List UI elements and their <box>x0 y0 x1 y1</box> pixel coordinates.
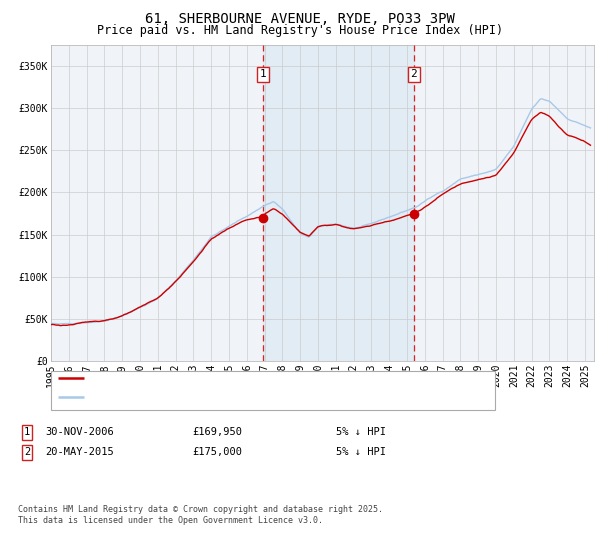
Text: £169,950: £169,950 <box>192 427 242 437</box>
Text: 5% ↓ HPI: 5% ↓ HPI <box>336 447 386 458</box>
Text: £175,000: £175,000 <box>192 447 242 458</box>
Text: HPI: Average price, semi-detached house, Isle of Wight: HPI: Average price, semi-detached house,… <box>88 392 406 402</box>
Text: Price paid vs. HM Land Registry's House Price Index (HPI): Price paid vs. HM Land Registry's House … <box>97 24 503 36</box>
Text: 61, SHERBOURNE AVENUE, RYDE, PO33 3PW (semi-detached house): 61, SHERBOURNE AVENUE, RYDE, PO33 3PW (s… <box>88 373 435 383</box>
Text: 2: 2 <box>410 69 417 80</box>
Text: 20-MAY-2015: 20-MAY-2015 <box>45 447 114 458</box>
Text: 1: 1 <box>24 427 30 437</box>
Text: 1: 1 <box>260 69 266 80</box>
Text: 2: 2 <box>24 447 30 458</box>
Text: 30-NOV-2006: 30-NOV-2006 <box>45 427 114 437</box>
Text: Contains HM Land Registry data © Crown copyright and database right 2025.
This d: Contains HM Land Registry data © Crown c… <box>18 505 383 525</box>
Text: 61, SHERBOURNE AVENUE, RYDE, PO33 3PW: 61, SHERBOURNE AVENUE, RYDE, PO33 3PW <box>145 12 455 26</box>
Text: 5% ↓ HPI: 5% ↓ HPI <box>336 427 386 437</box>
Bar <box>263 45 414 361</box>
